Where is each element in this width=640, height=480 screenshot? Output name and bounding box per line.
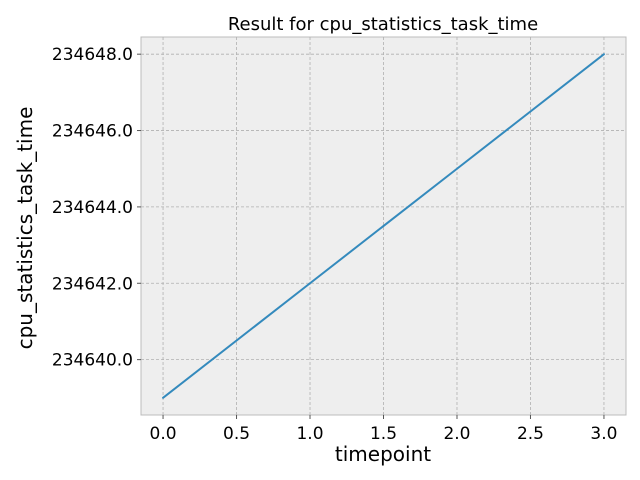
y-tick-label: 234648.0 [52,45,133,65]
series-line [162,53,605,399]
series [162,53,605,399]
x-tick-label: 2.0 [443,424,470,444]
x-tick-label: 3.0 [590,424,617,444]
x-tick-label: 1.0 [296,424,323,444]
y-tick-label: 234646.0 [52,122,133,142]
y-tick-label: 234642.0 [52,274,133,294]
x-tick-label: 1.5 [370,424,397,444]
x-tick-label: 0.5 [223,424,250,444]
y-axis-label: cpu_statistics_task_time [13,107,37,350]
chart-title: Result for cpu_statistics_task_time [228,14,538,35]
x-axis-label: timepoint [335,442,431,466]
x-tick-label: 0.0 [150,424,177,444]
axis-ticks: 0.0 0.5 1.0 1.5 2.0 2.5 3.0 234640.0 234642.0 234… [52,45,618,444]
y-tick-label: 234644.0 [52,198,133,218]
y-tick-label: 234640.0 [52,351,133,371]
x-tick-label: 2.5 [517,424,544,444]
grid [141,37,626,415]
